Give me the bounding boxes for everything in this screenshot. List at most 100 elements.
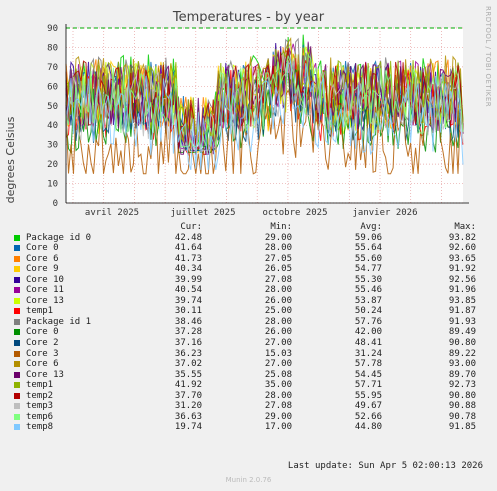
legend-row: Core 2 37.16 27.00 48.41 90.80: [12, 338, 490, 349]
legend-row: Core 13 39.74 26.00 53.87 93.85: [12, 296, 490, 307]
legend-max-value: 89.49: [448, 327, 476, 338]
legend-max-value: 91.87: [448, 306, 476, 317]
legend-row: temp2 37.70 28.00 55.95 90.80: [12, 391, 490, 402]
legend-swatch: [14, 276, 20, 283]
legend-series-name: temp1: [26, 306, 54, 317]
series-line: [65, 48, 464, 150]
legend-row: temp6 36.63 29.00 52.66 90.78: [12, 412, 490, 423]
legend-swatch: [14, 308, 20, 315]
legend-cur-value: 31.20: [174, 401, 202, 412]
legend-avg-value: 53.87: [354, 295, 382, 306]
legend-max-value: 92.56: [448, 274, 476, 285]
legend-row: Core 9 40.34 26.05 54.77 91.92: [12, 264, 490, 275]
legend-series-name: Core 6: [26, 359, 59, 370]
last-update: Last update: Sun Apr 5 02:00:13 2026: [287, 461, 483, 471]
legend-min-value: 27.08: [264, 274, 292, 285]
legend-min-value: 26.00: [264, 295, 292, 306]
legend-row: temp1 41.92 35.00 57.71 92.73: [12, 380, 490, 391]
legend-max-value: 92.60: [448, 243, 476, 254]
legend-max-value: 90.80: [448, 338, 476, 349]
legend-swatch: [14, 350, 20, 357]
legend-swatch: [14, 234, 20, 241]
legend-row: Core 13 35.55 25.08 54.45 89.70: [12, 370, 490, 381]
series-line: [65, 52, 464, 148]
legend-cur-value: 41.64: [174, 243, 202, 254]
legend-min-value: 35.00: [264, 380, 292, 391]
legend-row: Core 6 37.02 27.00 57.78 93.00: [12, 359, 490, 370]
y-tick-label: 80: [47, 43, 58, 53]
legend-cur-value: 36.23: [174, 348, 202, 359]
legend-min-value: 27.05: [264, 253, 292, 264]
legend-min-value: 25.00: [264, 306, 292, 317]
y-tick-label: 90: [47, 24, 58, 34]
legend-row: Core 6 41.73 27.05 55.60 93.65: [12, 254, 490, 265]
x-tick-label: juillet 2025: [170, 208, 235, 218]
legend-max-value: 90.78: [448, 411, 476, 422]
legend-avg-value: 31.24: [354, 348, 382, 359]
legend-row: Core 11 40.54 28.00 55.46 91.96: [12, 285, 490, 296]
legend-swatch: [14, 255, 20, 262]
legend-min-value: 27.00: [264, 359, 292, 370]
x-tick-label: octobre 2025: [262, 208, 327, 218]
legend-cur-value: 40.54: [174, 285, 202, 296]
legend-max-value: 91.93: [448, 316, 476, 327]
legend-avg-value: 50.24: [354, 306, 382, 317]
legend-cur-value: 19.74: [174, 422, 202, 433]
legend-cur-value: 36.63: [174, 411, 202, 422]
legend-row: Core 10 39.99 27.08 55.30 92.56: [12, 275, 490, 286]
legend-swatch: [14, 392, 20, 399]
legend-series-name: Core 0: [26, 327, 59, 338]
legend-avg-value: 49.67: [354, 401, 382, 412]
legend-avg-value: 42.00: [354, 327, 382, 338]
legend-cur-value: 41.73: [174, 253, 202, 264]
legend-cur-value: 35.55: [174, 369, 202, 380]
legend-series-name: temp3: [26, 401, 54, 412]
legend-swatch: [14, 382, 20, 389]
legend-avg-value: 57.71: [354, 380, 382, 391]
legend-avg-value: 55.95: [354, 390, 382, 401]
legend-min-value: 15.03: [264, 348, 292, 359]
legend-min-value: 28.00: [264, 390, 292, 401]
legend-max-value: 90.80: [448, 390, 476, 401]
legend-avg-value: 57.78: [354, 359, 382, 370]
legend-swatch: [14, 361, 20, 368]
y-tick-label: 30: [47, 141, 58, 151]
legend-min-value: 25.08: [264, 369, 292, 380]
legend-series-name: Core 13: [26, 295, 64, 306]
legend-swatch: [14, 245, 20, 252]
legend-swatch: [14, 266, 20, 273]
legend-cur-value: 30.11: [174, 306, 202, 317]
legend-row: Package id 1 38.46 28.00 57.76 91.93: [12, 317, 490, 328]
rrdtool-credit: RRDTOOL / TOBI OETIKER: [484, 6, 492, 108]
legend-avg-value: 57.76: [354, 316, 382, 327]
legend-max-value: 91.96: [448, 285, 476, 296]
y-tick-label: 10: [47, 180, 58, 190]
legend-min-value: 28.00: [264, 243, 292, 254]
legend-header-avg: Avg:: [360, 222, 382, 232]
legend-row: temp8 19.74 17.00 44.80 91.85: [12, 422, 490, 433]
legend-series-name: Core 0: [26, 243, 59, 254]
munin-version: Munin 2.0.76: [225, 476, 272, 484]
legend-series-name: temp1: [26, 380, 54, 391]
legend-series-name: Core 2: [26, 338, 59, 349]
legend-cur-value: 41.92: [174, 380, 202, 391]
legend-cur-value: 37.16: [174, 338, 202, 349]
legend-swatch: [14, 297, 20, 304]
legend-row: temp1 30.11 25.00 50.24 91.87: [12, 306, 490, 317]
legend-row: Package id 0 42.48 29.00 59.06 93.82: [12, 233, 490, 244]
legend-avg-value: 55.30: [354, 274, 382, 285]
legend-series-name: temp2: [26, 390, 54, 401]
legend-swatch: [14, 371, 20, 378]
y-tick-label: 50: [47, 102, 58, 112]
legend-max-value: 92.73: [448, 380, 476, 391]
legend-series-name: Core 3: [26, 348, 59, 359]
legend-max-value: 89.22: [448, 348, 476, 359]
legend-max-value: 93.82: [448, 232, 476, 243]
legend-avg-value: 59.06: [354, 232, 382, 243]
legend-swatch: [14, 329, 20, 336]
legend-swatch: [14, 403, 20, 410]
legend-min-value: 26.05: [264, 264, 292, 275]
legend-cur-value: 39.74: [174, 295, 202, 306]
legend-min-value: 28.00: [264, 316, 292, 327]
